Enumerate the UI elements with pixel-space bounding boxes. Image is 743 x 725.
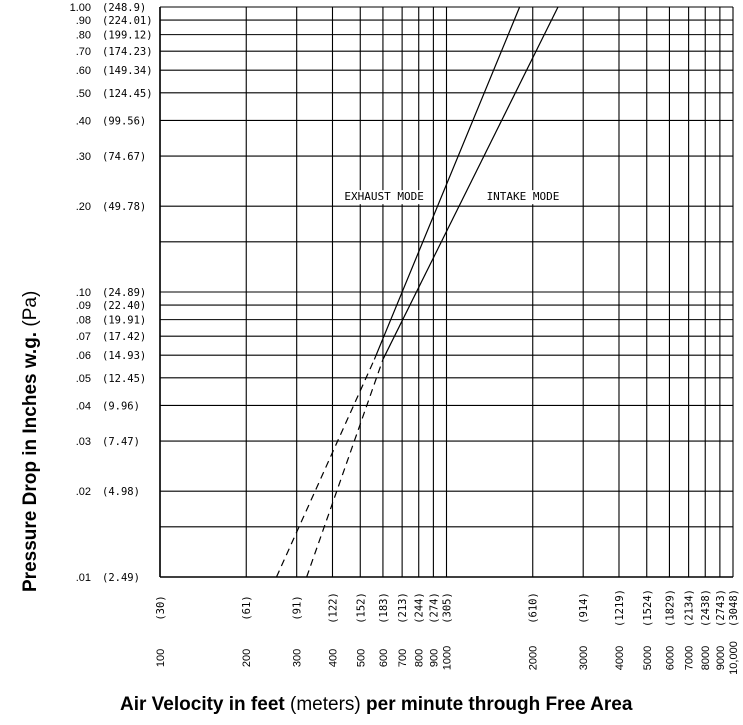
x-tick-label-meters: (2743) [715,589,727,627]
y-tick-label-inches: .90 [76,15,91,27]
x-tick-label-feet: 10,000 [728,641,740,675]
y-tick-label-inches: .08 [76,315,91,327]
y-tick-label-pa: (224.01) [102,15,153,27]
y-tick-label-pa: (14.93) [102,350,146,362]
x-tick-label-meters: (2438) [700,589,712,627]
y-tick-label-pa: (248.9) [102,2,146,14]
x-tick-label-meters: (152) [355,592,367,624]
x-tick-label-feet: 700 [397,649,409,667]
y-tick-label-inches: 1.00 [70,2,91,14]
x-tick-label-feet: 3000 [578,646,590,670]
y-tick-label-inches: .50 [76,88,91,100]
exhaust-mode-label: EXHAUST MODE [344,190,423,203]
annotations: EXHAUST MODE INTAKE MODE [341,190,563,205]
x-tick-label-feet: 9000 [715,646,727,670]
y-tick-label-pa: (149.34) [102,65,153,77]
y-tick-label-inches: .80 [76,30,91,42]
grid [159,6,734,578]
x-tick-label-feet: 8000 [700,646,712,670]
y-tick-label-inches: .01 [76,572,91,584]
y-tick-label-pa: (7.47) [102,436,140,448]
y-tick-label-pa: (4.98) [102,486,140,498]
x-tick-label-feet: 5000 [642,646,654,670]
x-tick-label-meters: (610) [528,592,540,624]
x-tick-label-meters: (244) [414,592,426,624]
y-tick-label-inches: .03 [76,436,91,448]
y-tick-label-pa: (9.96) [102,400,140,412]
y-tick-label-pa: (74.67) [102,151,146,163]
y-tick-label-pa: (99.56) [102,115,146,127]
y-tick-label-pa: (199.12) [102,30,153,42]
x-tick-label-meters: (274) [428,592,440,624]
y-tick-label-pa: (174.23) [102,46,153,58]
y-tick-label-pa: (2.49) [102,572,140,584]
series-lines [275,6,559,578]
y-tick-label-inches: .30 [76,151,91,163]
series-line-dashed-exhaust [275,359,375,578]
intake-mode-label: INTAKE MODE [487,190,560,203]
x-tick-label-meters: (30) [155,595,167,620]
y-tick-label-inches: .07 [76,331,91,343]
y-tick-label-inches: .09 [76,300,91,312]
y-tick-label-pa: (17.42) [102,331,146,343]
x-tick-label-feet: 500 [355,649,367,667]
y-tick-labels: 1.00 (248.9) .90 (224.01) .80 (199.12) .70 (174… [70,2,153,584]
x-tick-label-feet: 900 [428,649,440,667]
x-tick-label-feet: 4000 [614,646,626,670]
x-tick-label-feet: 200 [241,649,253,667]
x-tick-label-meters: (183) [378,592,390,624]
y-tick-label-pa: (24.89) [102,287,146,299]
x-tick-label-meters: (1829) [664,589,676,627]
x-tick-label-meters: (305) [442,592,454,624]
x-tick-label-feet: 1000 [442,646,454,670]
y-tick-label-inches: .06 [76,350,91,362]
annotation-bg [483,190,563,205]
y-tick-label-inches: .04 [76,400,91,412]
y-tick-label-pa: (49.78) [102,201,146,213]
x-tick-label-feet: 600 [378,649,390,667]
series-line-solid-exhaust [373,6,521,360]
y-tick-label-inches: .05 [76,373,91,385]
y-tick-label-pa: (22.40) [102,300,146,312]
y-axis-label: Pressure Drop in Inches w.g. (Pa) [20,290,41,592]
x-tick-label-meters: (91) [292,595,304,620]
x-tick-label-meters: (122) [327,592,339,624]
x-tick-label-feet: 2000 [528,646,540,670]
y-tick-label-pa: (124.45) [102,88,153,100]
x-tick-label-feet: 7000 [684,646,696,670]
y-tick-label-inches: .10 [76,287,91,299]
annotation-bg [341,190,427,205]
y-tick-label-inches: .40 [76,115,91,127]
x-tick-label-feet: 100 [155,649,167,667]
y-tick-label-inches: .60 [76,65,91,77]
y-tick-label-pa: (12.45) [102,373,146,385]
x-tick-label-meters: (1524) [642,589,654,627]
plot-frame [159,6,733,578]
x-tick-label-meters: (2134) [684,589,696,627]
y-tick-label-inches: .02 [76,486,91,498]
x-tick-label-meters: (61) [241,595,253,620]
series-line-dashed-intake [306,359,384,578]
x-tick-label-feet: 400 [327,649,339,667]
y-tick-label-pa: (19.91) [102,315,146,327]
x-tick-label-feet: 6000 [664,646,676,670]
x-tick-label-meters: (3048) [728,589,740,627]
x-axis-label: Air Velocity in feet (meters) per minute… [120,694,633,715]
x-tick-label-feet: 300 [292,649,304,667]
x-tick-label-meters: (914) [578,592,590,624]
x-tick-label-feet: 800 [414,649,426,667]
series-line-solid-intake [382,6,559,360]
x-tick-label-meters: (1219) [614,589,626,627]
x-tick-labels: (30) 100 (61) 200 (91) 300 (122) 400 (152) 500 (18… [155,589,740,675]
y-tick-label-inches: .70 [76,46,91,58]
y-tick-label-inches: .20 [76,201,91,213]
x-tick-label-meters: (213) [397,592,409,624]
